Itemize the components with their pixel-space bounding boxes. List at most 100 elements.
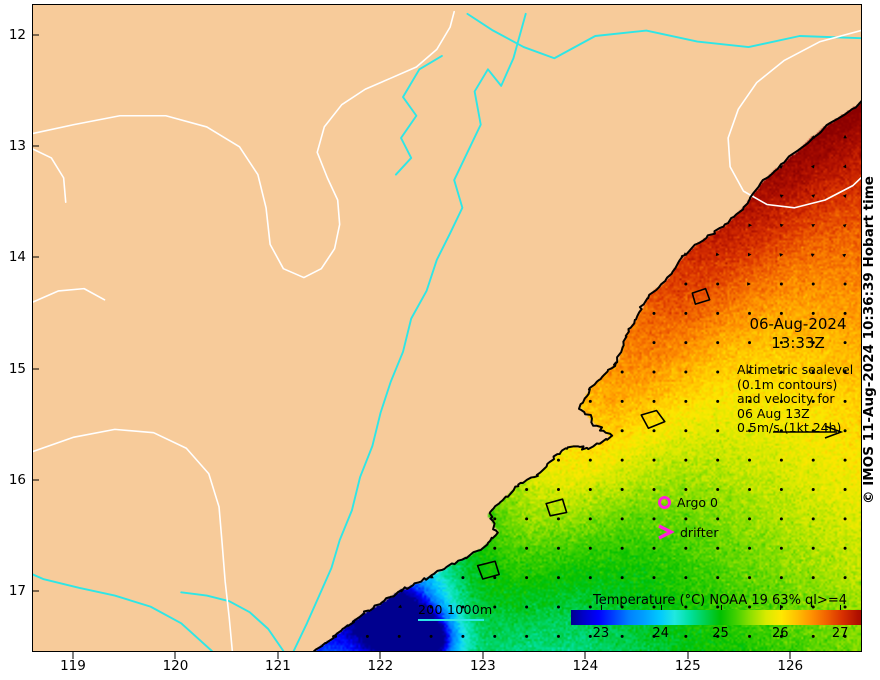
velocity-vector bbox=[365, 634, 369, 638]
latitude-tick-mark bbox=[32, 256, 39, 258]
longitude-tick-mark bbox=[482, 652, 484, 659]
velocity-vector bbox=[779, 253, 784, 257]
velocity-vector bbox=[716, 488, 720, 491]
velocity-vector bbox=[748, 223, 753, 228]
bathymetry-contour bbox=[394, 54, 443, 176]
velocity-vector bbox=[684, 546, 688, 550]
velocity-vector bbox=[652, 458, 656, 462]
velocity-vector bbox=[843, 370, 847, 374]
colorbar-tick-label: 27 bbox=[831, 626, 849, 641]
temperature-colorbar: Temperature (°C) NOAA 19 63% ql>=4 23 24 2… bbox=[552, 593, 861, 641]
velocity-vector bbox=[525, 576, 529, 580]
velocity-vector bbox=[588, 517, 592, 521]
longitude-tick-mark bbox=[277, 652, 279, 659]
velocity-vector bbox=[684, 488, 688, 491]
time-text: 13:33Z bbox=[771, 334, 825, 352]
colorbar-gradient: 23 24 25 26 27 bbox=[571, 605, 861, 641]
velocity-vector bbox=[811, 399, 815, 403]
longitude-tick-mark bbox=[174, 652, 176, 659]
colorbar-tick-mark bbox=[600, 605, 602, 610]
velocity-vector bbox=[525, 634, 529, 638]
velocity-vector bbox=[748, 341, 752, 345]
velocity-vector bbox=[461, 605, 465, 609]
velocity-vector bbox=[556, 576, 560, 580]
colorbar-tick-label: 25 bbox=[712, 626, 729, 641]
velocity-vector bbox=[716, 282, 720, 286]
velocity-vector bbox=[843, 429, 847, 433]
velocity-vector bbox=[493, 576, 497, 580]
map-plot-area[interactable]: 06-Aug-2024 13:33Z Altimetric sealevel (… bbox=[32, 4, 862, 652]
velocity-vector bbox=[684, 311, 688, 315]
bathymetry-contour bbox=[466, 12, 861, 60]
velocity-vector bbox=[748, 311, 752, 315]
colorbar-tick-mark bbox=[720, 605, 722, 610]
velocity-vector bbox=[716, 634, 720, 638]
velocity-vector bbox=[748, 488, 752, 491]
colorbar-tick-label: 23 bbox=[592, 626, 610, 641]
velocity-vector bbox=[843, 134, 847, 139]
island-outline bbox=[545, 498, 568, 517]
velocity-vector bbox=[811, 546, 815, 550]
latitude-tick-mark bbox=[32, 368, 39, 370]
sealevel-contour bbox=[33, 287, 106, 303]
longitude-tick-mark bbox=[789, 652, 791, 659]
latitude-tick-label: 17 bbox=[8, 582, 26, 599]
velocity-vector bbox=[748, 605, 752, 609]
velocity-vector bbox=[652, 634, 656, 638]
velocity-vector bbox=[652, 341, 656, 345]
velocity-vector bbox=[556, 517, 560, 521]
velocity-vector bbox=[556, 605, 560, 609]
velocity-vector bbox=[748, 370, 752, 374]
velocity-vector bbox=[716, 458, 720, 462]
bathymetry-contour bbox=[180, 591, 285, 651]
velocity-vector bbox=[429, 575, 434, 579]
velocity-vector bbox=[716, 399, 720, 403]
velocity-vector bbox=[811, 194, 816, 198]
velocity-vector bbox=[810, 253, 815, 257]
velocity-vector bbox=[683, 252, 688, 256]
velocity-scale-arrow bbox=[773, 425, 844, 439]
velocity-vector bbox=[652, 517, 656, 521]
velocity-vector bbox=[779, 194, 784, 198]
longitude-tick-mark bbox=[584, 652, 586, 659]
latitude-tick-mark bbox=[32, 145, 39, 147]
velocity-vector bbox=[461, 634, 465, 638]
velocity-vector bbox=[811, 311, 815, 315]
velocity-vector bbox=[811, 634, 815, 638]
velocity-vector bbox=[684, 341, 688, 345]
bathymetry-legend-label: 200 1000m bbox=[418, 602, 493, 617]
date-time-stamp: 06-Aug-2024 13:33Z bbox=[739, 315, 857, 353]
velocity-vector bbox=[556, 546, 560, 550]
latitude-tick-label: 15 bbox=[8, 360, 26, 377]
colorbar-tick-mark bbox=[840, 605, 842, 610]
velocity-vector bbox=[652, 488, 656, 491]
velocity-caption: Altimetric sealevel (0.1m contours) and … bbox=[737, 362, 854, 436]
velocity-vector bbox=[748, 399, 752, 403]
velocity-vector bbox=[779, 370, 783, 374]
velocity-vector bbox=[716, 370, 720, 374]
velocity-vector bbox=[779, 488, 783, 491]
sealevel-contour bbox=[33, 428, 234, 651]
velocity-vector bbox=[842, 224, 847, 228]
velocity-vector bbox=[811, 135, 815, 139]
velocity-vector bbox=[588, 399, 592, 403]
velocity-vector bbox=[843, 605, 847, 609]
velocity-vector-overlay bbox=[334, 134, 847, 638]
velocity-vector bbox=[779, 576, 783, 580]
velocity-vector bbox=[684, 282, 688, 286]
velocity-vector bbox=[811, 605, 815, 609]
bathymetry-contour bbox=[292, 12, 527, 651]
longitude-tick-label: 123 bbox=[469, 658, 496, 674]
velocity-vector bbox=[843, 576, 847, 580]
velocity-vector bbox=[811, 164, 815, 169]
velocity-vector bbox=[811, 341, 815, 345]
velocity-vector bbox=[429, 634, 433, 638]
velocity-vector bbox=[620, 370, 624, 374]
velocity-vector bbox=[748, 252, 752, 257]
bathymetry-contour bbox=[33, 573, 213, 651]
velocity-vector bbox=[779, 458, 783, 462]
bathymetry-legend: 200 1000m bbox=[418, 602, 493, 621]
velocity-vector bbox=[843, 458, 847, 462]
velocity-vector bbox=[652, 429, 656, 433]
velocity-vector bbox=[716, 605, 720, 609]
